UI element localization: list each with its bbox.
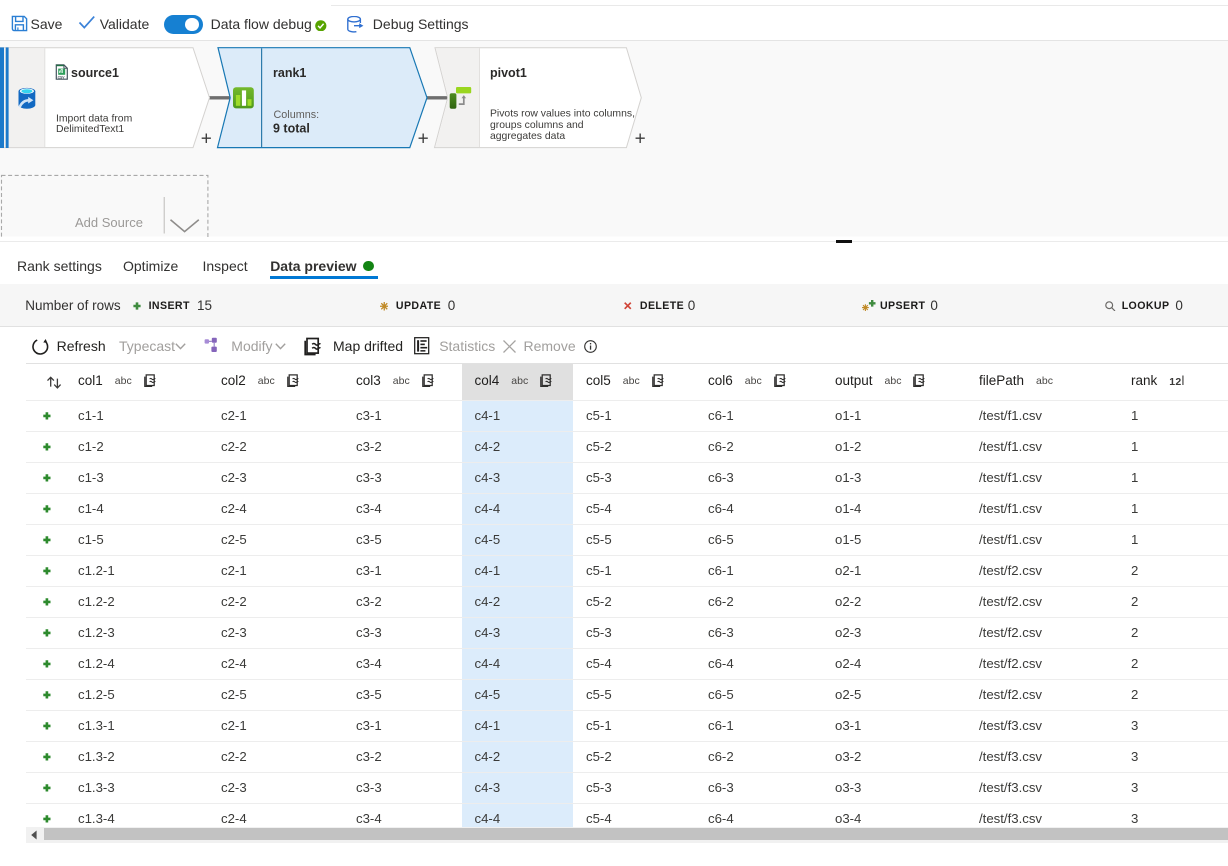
svg-text:+: +	[418, 128, 429, 149]
svg-text:CSV: CSV	[58, 75, 66, 79]
svg-text:source1: source1	[71, 66, 119, 80]
svg-text:rank1: rank1	[273, 66, 306, 80]
svg-text:pivot1: pivot1	[490, 66, 527, 80]
svg-text:groups columns and: groups columns and	[490, 120, 584, 131]
svg-text:Add Source: Add Source	[75, 215, 143, 230]
svg-text:Pivots row values into columns: Pivots row values into columns,	[490, 109, 635, 120]
svg-text:Import data from: Import data from	[56, 113, 132, 124]
svg-text:9 total: 9 total	[273, 121, 310, 135]
svg-text:+: +	[201, 128, 212, 149]
svg-text:Columns:: Columns:	[274, 109, 320, 121]
svg-text:+: +	[635, 128, 646, 149]
svg-text:aggregates data: aggregates data	[490, 131, 565, 142]
svg-text:DelimitedText1: DelimitedText1	[56, 124, 124, 135]
